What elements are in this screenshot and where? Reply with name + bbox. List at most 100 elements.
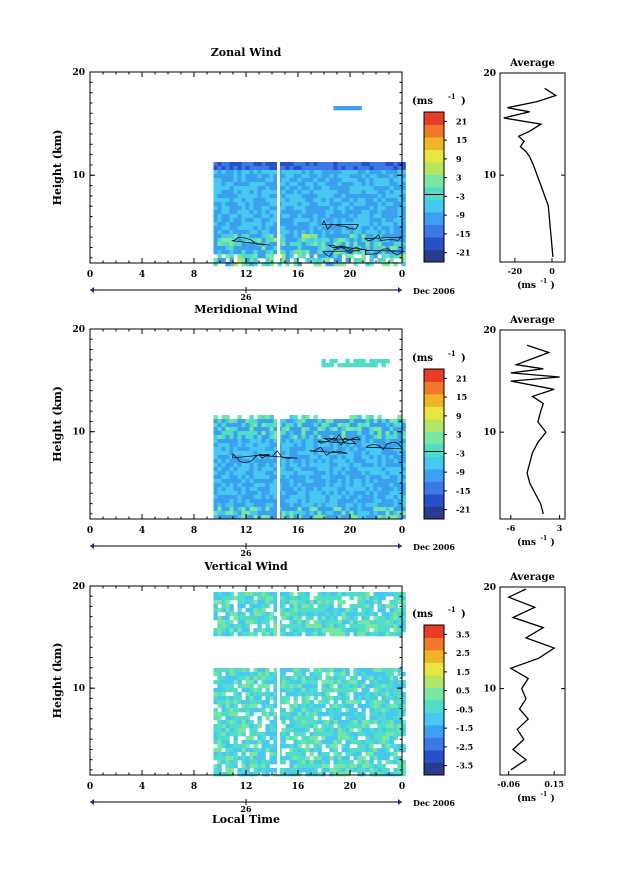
heatmap-cell — [401, 596, 406, 601]
heatmap-cell — [337, 423, 342, 428]
heatmap-cell — [285, 230, 290, 235]
heatmap-cell — [325, 768, 330, 773]
heatmap-cell — [317, 242, 322, 247]
heatmap-cell — [245, 708, 250, 713]
heatmap-cell — [249, 487, 254, 492]
heatmap-cell — [225, 190, 230, 195]
heatmap-cell — [297, 475, 302, 480]
day-label: 26 — [240, 548, 252, 558]
heatmap-cell — [317, 708, 322, 713]
heatmap-cell — [373, 616, 378, 621]
heatmap-cell — [401, 624, 406, 629]
heatmap-cell — [281, 166, 286, 171]
heatmap-cell — [357, 471, 362, 476]
heatmap-cell — [309, 234, 314, 239]
heatmap-cell — [305, 692, 310, 697]
heatmap-cell — [333, 511, 338, 516]
heatmap-cell — [305, 234, 310, 239]
heatmap-cell — [345, 736, 350, 741]
heatmap-cell — [253, 668, 258, 673]
heatmap-cell — [213, 740, 218, 745]
date-label: Dec 2006 — [413, 798, 455, 808]
heatmap-cell — [309, 503, 314, 508]
heatmap-cell — [333, 672, 338, 677]
heatmap-cell — [313, 427, 318, 432]
heatmap-cell — [349, 760, 354, 765]
heatmap-cell — [225, 182, 230, 187]
heatmap-cell — [333, 712, 338, 717]
heatmap-cell — [245, 495, 250, 500]
heatmap-cell — [381, 162, 386, 167]
heatmap-cell — [217, 210, 222, 215]
heatmap-cell — [213, 471, 218, 476]
heatmap-cell — [233, 459, 238, 464]
heatmap-cell — [317, 700, 322, 705]
heatmap-cell — [321, 198, 326, 203]
heatmap-cell — [237, 451, 242, 456]
heatmap-cell — [281, 487, 286, 492]
heatmap-cell — [333, 218, 338, 223]
heatmap-cell — [225, 612, 230, 617]
heatmap-cell — [233, 495, 238, 500]
heatmap-cell — [373, 704, 378, 709]
heatmap-cell — [397, 463, 402, 468]
heatmap-cell — [265, 214, 270, 219]
heatmap-cell — [353, 471, 358, 476]
heatmap-cell — [329, 162, 334, 167]
heatmap-cell — [297, 612, 302, 617]
heatmap-cell — [249, 672, 254, 677]
heatmap-cell — [401, 608, 406, 613]
heatmap-cell — [357, 214, 362, 219]
heatmap-cell — [293, 190, 298, 195]
heatmap-cell — [309, 423, 314, 428]
heatmap-cell — [297, 628, 302, 633]
heatmap-cell — [229, 676, 234, 681]
heatmap-cell — [373, 162, 378, 167]
heatmap-cell — [381, 712, 386, 717]
heatmap-cell — [273, 170, 278, 175]
x-tick-label: 12 — [240, 270, 253, 280]
day-label: 26 — [240, 804, 252, 814]
heatmap-cell — [289, 736, 294, 741]
y-tick-label: 20 — [72, 325, 85, 335]
heatmap-cell — [221, 218, 226, 223]
heatmap-cell — [229, 612, 234, 617]
heatmap-cell — [273, 186, 278, 191]
heatmap-cell — [241, 427, 246, 432]
heatmap-cell — [293, 210, 298, 215]
heatmap-cell — [373, 692, 378, 697]
heatmap-cell — [345, 503, 350, 508]
heatmap-cell — [325, 431, 330, 436]
heatmap-cell — [349, 363, 354, 368]
heatmap-cell — [353, 736, 358, 741]
heatmap-cell — [329, 680, 334, 685]
heatmap-cell — [297, 688, 302, 693]
heatmap-cell — [361, 242, 366, 247]
heatmap-cell — [265, 676, 270, 681]
heatmap-cell — [321, 459, 326, 464]
heatmap-cell — [237, 254, 242, 259]
heatmap-cell — [341, 471, 346, 476]
heatmap-cell — [401, 600, 406, 605]
heatmap-cell — [373, 672, 378, 677]
heatmap-cell — [361, 254, 366, 259]
heatmap-cell — [269, 459, 274, 464]
heatmap-cell — [325, 471, 330, 476]
heatmap-cell — [325, 222, 330, 227]
heatmap-cell — [357, 170, 362, 175]
heatmap-cell — [385, 427, 390, 432]
heatmap-cell — [213, 234, 218, 239]
heatmap-cell — [369, 712, 374, 717]
heatmap-cell — [237, 728, 242, 733]
heatmap-cell — [237, 672, 242, 677]
heatmap-cell — [337, 419, 342, 424]
heatmap-cell — [229, 495, 234, 500]
colorbar-segment — [424, 394, 444, 407]
heatmap-cell — [353, 487, 358, 492]
heatmap-cell — [281, 499, 286, 504]
heatmap-cell — [333, 688, 338, 693]
heatmap-cell — [237, 708, 242, 713]
heatmap-cell — [333, 756, 338, 761]
heatmap-cell — [213, 596, 218, 601]
heatmap-cell — [377, 455, 382, 460]
